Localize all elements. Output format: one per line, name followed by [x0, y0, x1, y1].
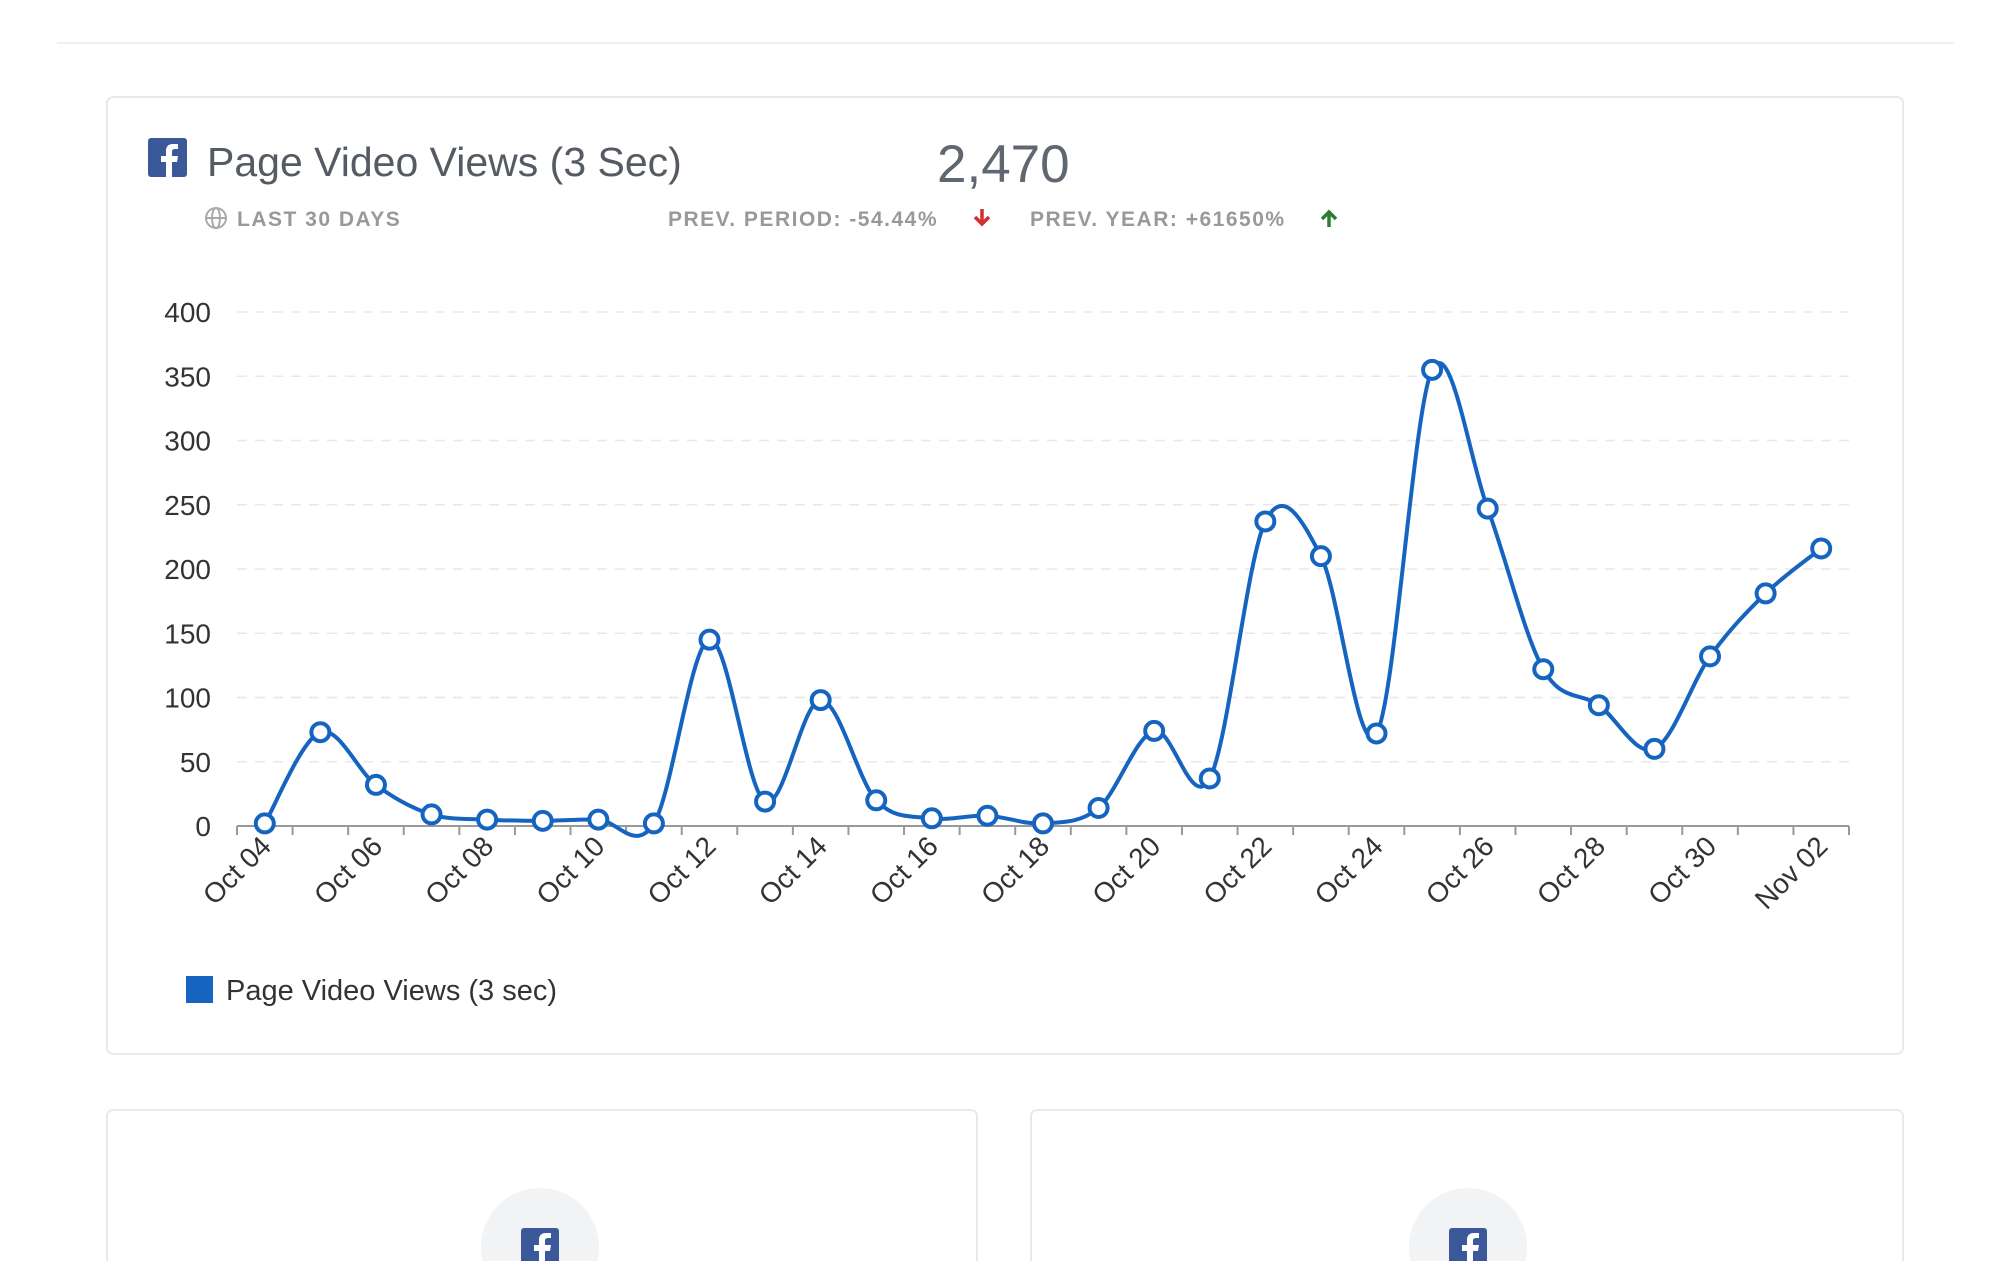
stat-card: [1030, 1109, 1904, 1261]
data-point: [1476, 497, 1499, 520]
data-point: [587, 808, 610, 831]
legend-swatch: [186, 976, 213, 1003]
data-point: [809, 689, 832, 712]
stat-card: [106, 1109, 978, 1261]
prev-year: PREV. YEAR: +61650%: [1030, 208, 1286, 231]
icon-circle: [481, 1188, 599, 1261]
chart-card: [106, 96, 1904, 1055]
up-arrow: [1320, 209, 1338, 227]
data-point: [1699, 645, 1722, 668]
y-tick-label: 350: [164, 361, 211, 392]
data-point: [1087, 797, 1110, 820]
total-value: 2,470: [937, 135, 1070, 194]
facebook-icon: [521, 1228, 559, 1261]
icon-circle: [1409, 1188, 1527, 1261]
y-tick-label: 50: [180, 747, 211, 778]
data-point: [1198, 767, 1221, 790]
y-tick-label: 100: [164, 683, 211, 714]
data-point: [1810, 537, 1833, 560]
y-tick-label: 300: [164, 426, 211, 457]
y-tick-label: 400: [164, 297, 211, 328]
data-point: [1309, 545, 1332, 568]
down-arrow: [973, 209, 991, 227]
y-tick-label: 0: [195, 811, 211, 842]
facebook-icon: [1449, 1228, 1487, 1261]
data-point: [1365, 722, 1388, 745]
data-point: [1254, 510, 1277, 533]
y-tick-label: 150: [164, 618, 211, 649]
data-point: [1587, 694, 1610, 717]
legend-label: Page Video Views (3 sec): [226, 975, 557, 1007]
data-point: [1754, 582, 1777, 605]
data-point: [476, 808, 499, 831]
data-point: [754, 790, 777, 813]
data-point: [531, 809, 554, 832]
data-point: [1032, 812, 1054, 835]
chart-title: Page Video Views (3 Sec): [207, 139, 682, 185]
data-point: [420, 803, 443, 826]
data-point: [920, 807, 943, 830]
data-point: [309, 721, 332, 744]
data-point: [865, 789, 888, 812]
data-point: [364, 773, 387, 796]
data-point: [698, 628, 721, 651]
globe-icon: [205, 207, 227, 229]
data-point: [976, 804, 999, 827]
data-point: [1532, 658, 1555, 681]
data-point: [253, 812, 276, 835]
prev-period: PREV. PERIOD: -54.44%: [668, 208, 938, 231]
y-tick-label: 250: [164, 490, 211, 521]
data-point: [1643, 737, 1666, 760]
period-label: LAST 30 DAYS: [237, 208, 401, 231]
facebook-icon: [148, 138, 187, 177]
data-point: [1421, 358, 1444, 381]
y-tick-label: 200: [164, 554, 211, 585]
data-point: [642, 812, 665, 835]
data-point: [1143, 719, 1166, 742]
